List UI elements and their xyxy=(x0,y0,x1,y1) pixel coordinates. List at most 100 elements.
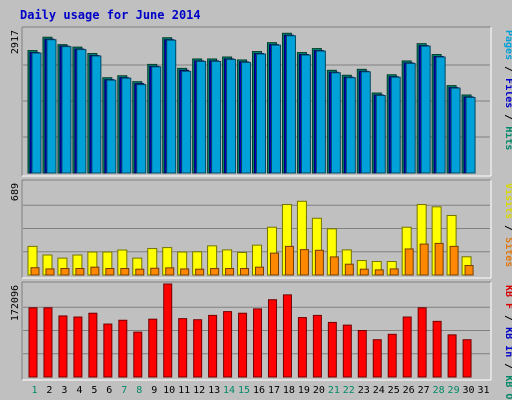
bar-kb-f xyxy=(238,312,248,378)
x-tick-label: 26 xyxy=(403,385,415,396)
legend-entry: Sites xyxy=(503,237,512,267)
bar-sites xyxy=(30,267,40,276)
bar-sites xyxy=(225,268,235,276)
bar-kb-f xyxy=(133,331,143,378)
bar-pages xyxy=(151,66,162,174)
x-axis-tick-labels: 1 2 3 4 5 6 7 8 9 10 11 12 13 14 15 16 17 18 19 20 21 22 23 24 2… xyxy=(31,385,489,396)
bar-kb-f xyxy=(28,307,38,378)
bar-kb-f xyxy=(327,321,337,378)
x-tick-label: 16 xyxy=(253,385,265,396)
bar-pages xyxy=(31,52,42,174)
bar-sites xyxy=(329,256,339,276)
bar-kb-f xyxy=(312,314,322,378)
bar-pages xyxy=(405,62,416,174)
bar-sites xyxy=(449,245,459,276)
panel-middle: 689 Visits / Sites xyxy=(10,179,512,279)
bar-pages xyxy=(345,77,356,174)
legend-entry: / xyxy=(503,357,512,375)
bar-sites xyxy=(284,245,294,276)
panel-legend: Pages / Files / Hits xyxy=(503,30,512,150)
bar-sites xyxy=(419,243,429,276)
bar-sites xyxy=(90,266,100,276)
x-tick-label: 3 xyxy=(61,385,67,396)
bar-sites xyxy=(195,268,205,276)
bar-kb-f xyxy=(447,334,457,378)
bar-pages xyxy=(46,39,57,174)
bar-kb-f xyxy=(88,312,98,378)
bar-sites xyxy=(45,268,55,276)
panel-legend: Visits / Sites xyxy=(503,183,512,267)
bar-sites xyxy=(434,242,444,276)
bar-pages xyxy=(285,35,296,174)
bar-kb-f xyxy=(103,323,113,378)
bar-pages xyxy=(270,44,281,174)
bar-pages xyxy=(435,56,446,174)
x-tick-label: 1 xyxy=(31,385,37,396)
x-tick-label: 7 xyxy=(121,385,127,396)
bar-sites xyxy=(359,268,369,276)
bar-pages xyxy=(465,96,476,174)
x-tick-label: 12 xyxy=(193,385,205,396)
bar-sites xyxy=(120,268,130,276)
x-tick-label: 11 xyxy=(178,385,190,396)
bar-sites xyxy=(344,263,354,276)
bar-pages xyxy=(226,58,237,174)
bar-pages xyxy=(166,39,177,174)
bar-sites xyxy=(60,268,70,276)
panel-top: 2917 Pages / Files / Hits xyxy=(10,26,512,177)
bar-kb-f xyxy=(462,339,472,378)
x-tick-label: 27 xyxy=(418,385,430,396)
x-tick-label: 8 xyxy=(136,385,142,396)
panel-legend: KB F / KB In / KB Out xyxy=(503,285,512,400)
panel-max-label: 172096 xyxy=(10,285,21,321)
x-tick-label: 31 xyxy=(477,385,489,396)
bar-kb-f xyxy=(193,319,203,378)
bar-kb-f xyxy=(282,294,292,378)
bar-kb-f xyxy=(342,324,352,378)
bar-kb-f xyxy=(148,318,158,378)
bar-kb-f xyxy=(402,316,412,378)
x-tick-label: 18 xyxy=(283,385,295,396)
bar-pages xyxy=(196,60,207,174)
panel-max-label: 689 xyxy=(10,183,21,201)
legend-entry: / xyxy=(503,108,512,126)
bar-pages xyxy=(450,87,461,174)
bar-pages xyxy=(256,53,267,174)
bar-kb-f xyxy=(223,311,233,378)
bar-pages xyxy=(315,50,326,174)
bar-sites xyxy=(404,248,414,276)
bar-sites xyxy=(240,268,250,276)
legend-entry: Files xyxy=(503,78,512,108)
bar-pages xyxy=(106,79,117,174)
x-tick-label: 30 xyxy=(463,385,475,396)
legend-entry: Pages xyxy=(503,30,512,60)
x-tick-label: 22 xyxy=(343,385,355,396)
x-tick-label: 17 xyxy=(268,385,280,396)
x-tick-label: 19 xyxy=(298,385,310,396)
x-tick-label: 21 xyxy=(328,385,340,396)
bar-kb-f xyxy=(372,339,382,378)
x-tick-label: 23 xyxy=(358,385,370,396)
panel-max-label: 2917 xyxy=(10,30,21,54)
legend-entry: KB F xyxy=(503,285,512,309)
bar-kb-f xyxy=(73,316,83,378)
bar-kb-f xyxy=(387,333,397,378)
chart-title: Daily usage for June 2014 xyxy=(20,8,201,22)
x-tick-label: 9 xyxy=(151,385,157,396)
x-tick-label: 29 xyxy=(448,385,460,396)
bar-kb-f xyxy=(253,308,263,378)
bar-sites xyxy=(150,267,160,276)
x-tick-label: 15 xyxy=(238,385,250,396)
x-tick-label: 25 xyxy=(388,385,400,396)
legend-entry: / xyxy=(503,60,512,78)
bar-pages xyxy=(76,49,87,174)
bar-kb-f xyxy=(432,320,442,378)
bar-kb-f xyxy=(417,307,427,378)
x-tick-label: 10 xyxy=(163,385,175,396)
bar-pages xyxy=(390,76,401,174)
bar-pages xyxy=(420,45,431,174)
bar-kb-f xyxy=(357,330,367,378)
bar-sites xyxy=(269,252,279,276)
bar-sites xyxy=(75,268,85,276)
